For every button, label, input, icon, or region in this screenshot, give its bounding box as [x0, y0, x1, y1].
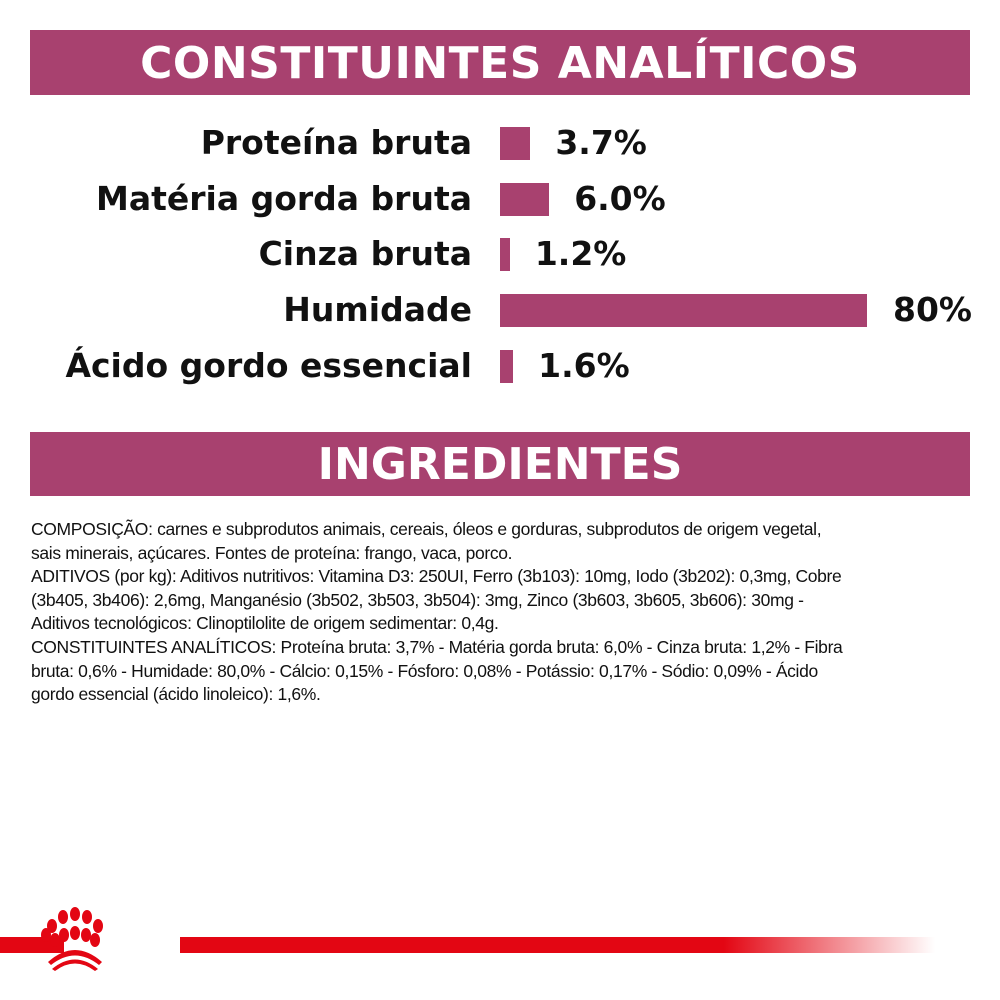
bar	[500, 183, 550, 216]
chart-row: Proteína bruta 3.7%	[0, 123, 1000, 162]
crown-paw-icon	[41, 907, 103, 971]
analytical-constituents-header: CONSTITUINTES ANALÍTICOS	[30, 30, 970, 95]
ingredients-line: sais minerais, açúcares. Fontes de prote…	[31, 542, 513, 563]
bar	[500, 238, 510, 271]
value-label: 80%	[893, 290, 972, 329]
category-label: Cinza bruta	[258, 234, 472, 273]
chart-row: Matéria gorda bruta 6.0%	[0, 179, 1000, 218]
chart-row: Cinza bruta 1.2%	[0, 234, 1000, 273]
category-label: Matéria gorda bruta	[96, 179, 472, 218]
category-label: Proteína bruta	[200, 123, 472, 162]
value-label: 6.0%	[574, 179, 666, 218]
ingredients-line: gordo essencial (ácido linoleico): 1,6%.	[31, 684, 321, 705]
bar	[500, 127, 531, 160]
red-stripe-right	[180, 937, 935, 953]
value-label: 1.6%	[538, 346, 630, 385]
ingredients-line: ADITIVOS (por kg): Aditivos nutritivos: …	[31, 566, 842, 587]
ingredients-header: INGREDIENTES	[30, 432, 970, 496]
value-label: 1.2%	[534, 234, 627, 273]
ingredients-text: COMPOSIÇÃO: carnes e subprodutos animais…	[31, 518, 991, 707]
chart-row: Humidade 80%	[0, 290, 1000, 329]
ingredients-line: Aditivos tecnológicos: Clinoptilolite de…	[31, 613, 499, 634]
chart-row: Ácido gordo essencial 1.6%	[0, 346, 1000, 385]
category-label: Humidade	[283, 290, 472, 329]
ingredients-line: COMPOSIÇÃO: carnes e subprodutos animais…	[31, 519, 822, 539]
royal-canin-crown-logo	[0, 907, 935, 971]
bar	[500, 294, 867, 327]
bar	[500, 350, 514, 383]
value-label: 3.7%	[555, 123, 647, 162]
ingredients-line: CONSTITUINTES ANALÍTICOS: Proteína bruta…	[31, 636, 843, 657]
ingredients-line: bruta: 0,6% - Humidade: 80,0% - Cálcio: …	[31, 660, 818, 681]
ingredients-line: (3b405, 3b406): 2,6mg, Manganésio (3b502…	[31, 589, 804, 610]
category-label: Ácido gordo essencial	[65, 346, 472, 385]
